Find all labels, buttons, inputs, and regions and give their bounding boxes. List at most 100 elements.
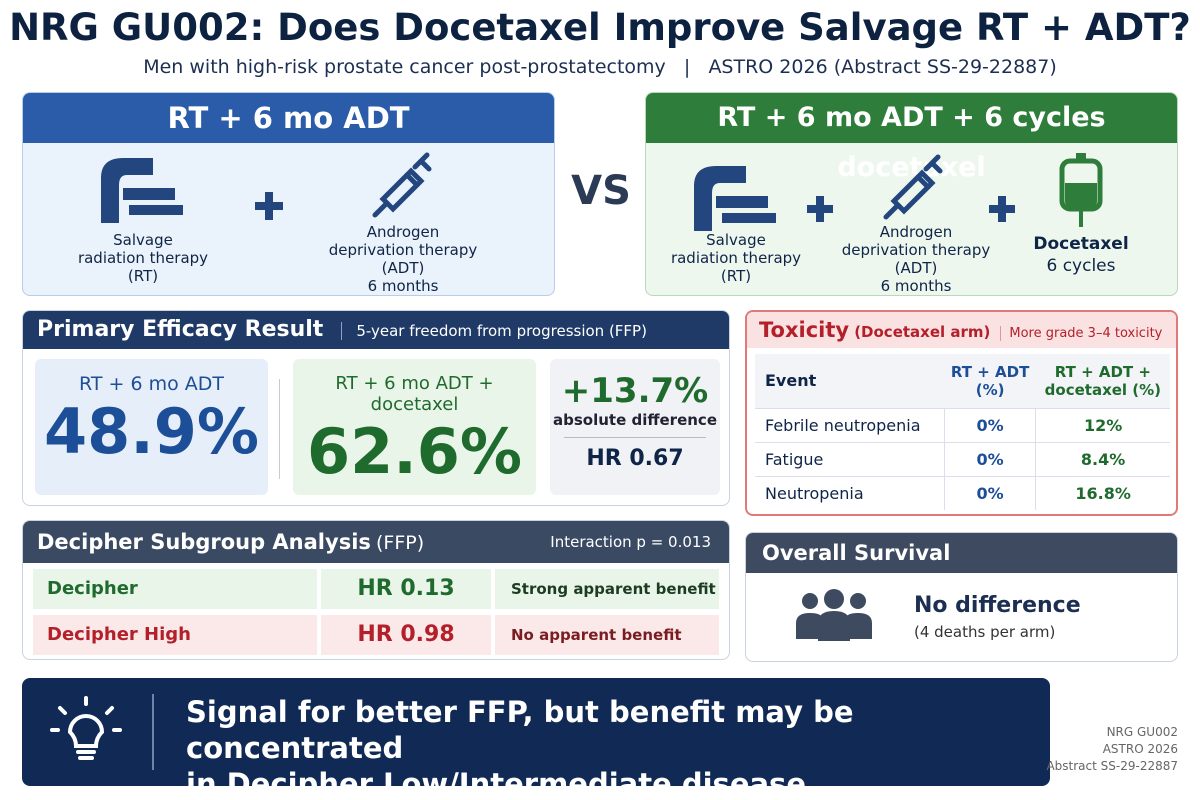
subtitle-right: ASTRO 2026 (Abstract SS-29-22887) <box>708 56 1057 78</box>
title: NRG GU002: Does Docetaxel Improve Salvag… <box>9 6 1191 49</box>
divider <box>152 694 154 770</box>
efficacy-panel: Primary Efficacy Result 5-year freedom fr… <box>22 310 730 506</box>
subgroup-row: Decipher High HR 0.98 No apparent benefi… <box>33 615 719 655</box>
text-line: Salvage <box>706 231 766 249</box>
difference-card: +13.7% absolute difference HR 0.67 <box>550 359 720 495</box>
table-row: Febrile neutropenia 0% 12% <box>755 408 1170 442</box>
column-header: RT + ADT + docetaxel (%) <box>1036 354 1170 408</box>
divider <box>279 379 280 479</box>
arm-item: Docetaxel 6 cycles <box>1021 233 1141 277</box>
subgroup-note: No apparent benefit <box>495 615 719 655</box>
survival-note: (4 deaths per arm) <box>914 623 1056 641</box>
table-header: Event RT + ADT (%) RT + ADT + docetaxel (%) <box>755 354 1170 408</box>
table-cell: Febrile neutropenia <box>765 415 921 435</box>
panel-title: Primary Efficacy Result <box>37 317 324 342</box>
takeaway-text: Signal for better FFP, but benefit may b… <box>186 694 1050 786</box>
text-line: deprivation therapy <box>841 241 991 259</box>
text-line: in Decipher Low/Intermediate disease. <box>186 767 818 786</box>
arm-panel: RT + 6 mo ADT Salvage radiation therapy (R… <box>22 92 555 296</box>
text-line: (ADT) <box>894 259 938 277</box>
text-line: (RT) <box>127 267 159 285</box>
text-line: radiation therapy <box>77 249 209 267</box>
panel-title-note: (Docetaxel arm) <box>854 323 991 341</box>
syringe-icon <box>372 152 432 218</box>
takeaway-banner: Signal for better FFP, but benefit may b… <box>22 678 1050 786</box>
subtitle: Men with high-risk prostate cancer post-… <box>143 56 1057 78</box>
people-icon <box>796 589 872 641</box>
plus-icon <box>807 196 833 222</box>
table-cell: Neutropenia <box>765 483 864 503</box>
survival-result: No difference <box>914 593 1081 618</box>
text-line: Signal for better FFP, but benefit may b… <box>186 695 854 765</box>
table-cell: 0% <box>943 408 1036 442</box>
text-line: Androgen <box>879 223 953 241</box>
panel-header: Primary Efficacy Result 5-year freedom fr… <box>23 311 729 349</box>
panel-title: Overall Survival <box>746 533 1177 573</box>
arm-panel: RT + 6 mo ADT + 6 cycles docetaxel Salva… <box>645 92 1178 296</box>
text-line: radiation therapy <box>670 249 802 267</box>
subgroup-hr: HR 0.13 <box>321 569 491 609</box>
decipher-panel: Decipher Subgroup Analysis (FFP) Interact… <box>22 520 730 660</box>
text-line: (RT) <box>720 267 752 285</box>
toxicity-panel: Toxicity (Docetaxel arm) More grade 3–4 t… <box>745 310 1178 516</box>
text-line: 6 cycles <box>1046 256 1116 276</box>
hazard-ratio: HR 0.67 <box>564 437 706 471</box>
footer-line: Abstract SS-29-22887 <box>1046 759 1178 773</box>
result-card: RT + 6 mo ADT 48.9% <box>35 359 268 495</box>
table-cell: 0% <box>943 476 1036 510</box>
panel-subtitle: 5-year freedom from progression (FFP) <box>341 322 647 340</box>
table-cell: Fatigue <box>765 449 824 469</box>
column-header: Event <box>765 371 817 391</box>
subgroup-hr: HR 0.98 <box>321 615 491 655</box>
text-line: deprivation therapy <box>328 241 478 259</box>
vs-label: VS <box>571 168 631 214</box>
arm-item: Salvage radiation therapy (RT) <box>656 231 816 285</box>
syringe-icon <box>883 154 943 220</box>
card-label: RT + 6 mo ADT + docetaxel <box>335 373 494 415</box>
radiation-icon <box>694 166 776 231</box>
text-line: Androgen <box>366 223 440 241</box>
card-value: 62.6% <box>306 415 523 488</box>
subgroup-label: Decipher Low/Intermediate <box>33 569 317 639</box>
interaction-p: Interaction p = 0.013 <box>550 533 711 551</box>
panel-title-note: (FFP) <box>375 532 425 554</box>
plus-icon <box>989 196 1015 222</box>
arm-title: RT + 6 mo ADT <box>23 93 554 143</box>
arm-item: Salvage radiation therapy (RT) <box>63 231 223 285</box>
toxicity-table: Event RT + ADT (%) RT + ADT + docetaxel (%) … <box>755 354 1170 510</box>
text-line: Docetaxel <box>1033 234 1129 254</box>
arm-title: RT + 6 mo ADT + 6 cycles docetaxel <box>646 93 1177 183</box>
difference-value: +13.7% <box>561 371 709 411</box>
panel-header: Decipher Subgroup Analysis (FFP) Interact… <box>23 521 729 563</box>
table-row: Neutropenia 0% 16.8% <box>755 476 1170 510</box>
table-cell: 8.4% <box>1035 442 1170 476</box>
table-row: Fatigue 0% 8.4% <box>755 442 1170 476</box>
subtitle-left: Men with high-risk prostate cancer post-… <box>143 56 666 78</box>
difference-label: absolute difference <box>553 411 717 429</box>
footer-line: ASTRO 2026 <box>1102 742 1178 756</box>
text-line: (ADT) <box>381 259 425 277</box>
text-line: RT + ADT + <box>1054 362 1151 381</box>
table-cell: 16.8% <box>1035 476 1170 510</box>
iv-bag-icon <box>1059 153 1103 227</box>
text-line: 6 months <box>367 277 439 295</box>
lightbulb-icon <box>50 696 122 760</box>
footer-line: NRG GU002 <box>1106 725 1178 739</box>
card-label: RT + 6 mo ADT <box>79 373 224 395</box>
footer: NRG GU002 ASTRO 2026 Abstract SS-29-22887 <box>1046 724 1178 775</box>
subgroup-row: Decipher Low/Intermediate HR 0.13 Strong… <box>33 569 719 639</box>
table-cell: 12% <box>1035 408 1170 442</box>
column-header: RT + ADT (%) <box>944 354 1035 408</box>
text-line: RT + ADT <box>950 362 1030 381</box>
arm-item: Androgen deprivation therapy (ADT) 6 months <box>826 223 1006 295</box>
subgroup-note: Strong apparent benefit <box>495 569 719 609</box>
text-line: (%) <box>975 380 1005 399</box>
table-cell: 0% <box>943 442 1036 476</box>
result-card: RT + 6 mo ADT + docetaxel 62.6% <box>293 359 536 495</box>
card-value: 48.9% <box>43 395 260 468</box>
subgroup-label: Decipher High <box>33 615 317 655</box>
arm-item: Androgen deprivation therapy (ADT) 6 months <box>313 223 493 295</box>
panel-title: Toxicity <box>759 318 850 342</box>
text-line: Salvage <box>113 231 173 249</box>
